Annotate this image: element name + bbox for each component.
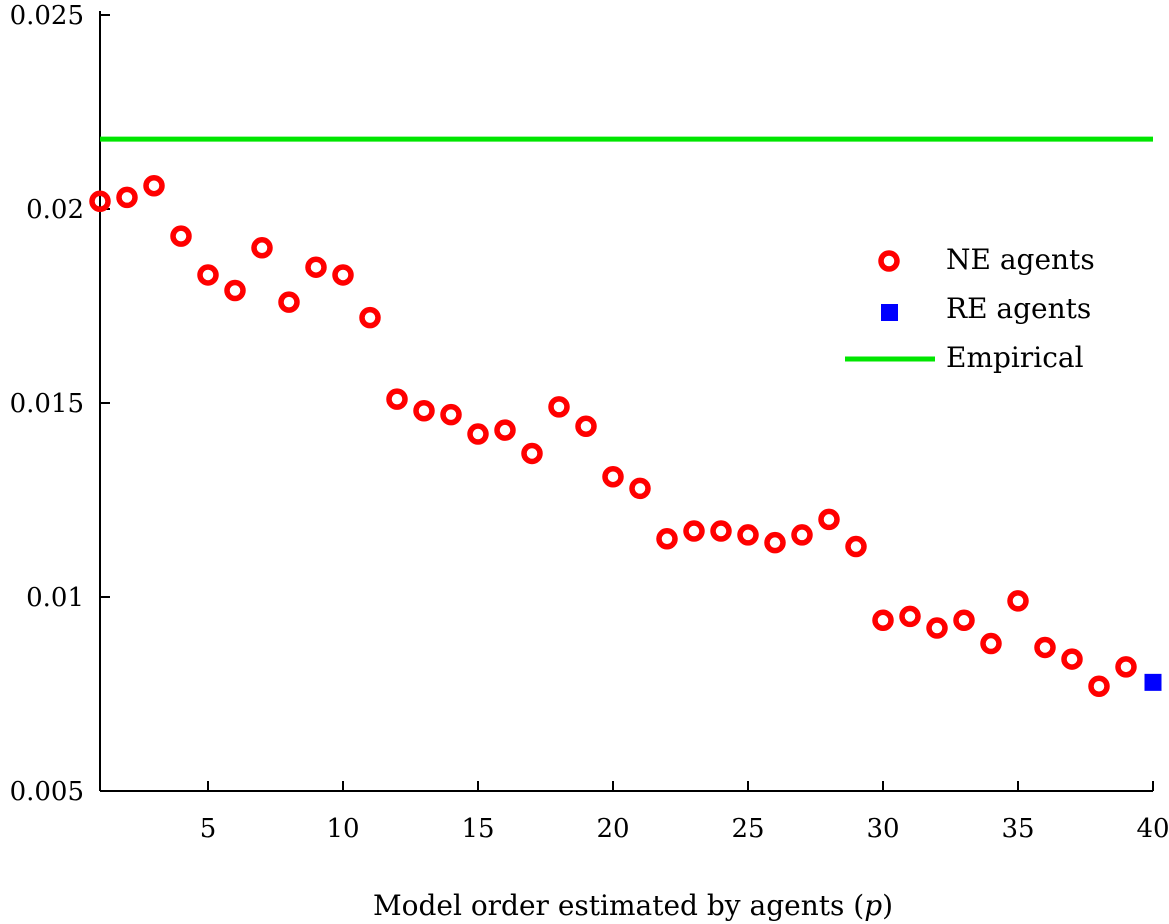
ne-agents-point — [278, 291, 300, 313]
ne-agents-point — [467, 423, 489, 445]
x-axis-title-suffix: ) — [882, 889, 893, 922]
ne-agents-point — [359, 306, 381, 329]
ne-agents-point — [143, 174, 165, 197]
ne-agents-point — [440, 403, 462, 426]
ne-agents-series — [89, 174, 1137, 697]
ne-agents-point — [1115, 656, 1137, 678]
ne-agents-point — [170, 225, 192, 247]
ne-agents-point — [926, 617, 948, 639]
ne-agents-point — [764, 531, 786, 554]
x-axis-title-text: Model order estimated by agents ( — [373, 889, 864, 922]
ne-agents-point — [980, 632, 1002, 655]
ne-agents-point — [305, 256, 327, 278]
legend-re-label: RE agents — [946, 292, 1091, 325]
x-tick-label: 30 — [866, 814, 899, 844]
legend: NE agents RE agents Empirical — [845, 243, 1095, 374]
x-axis-title: Model order estimated by agents (p) — [373, 889, 893, 922]
re-agents-series — [1144, 673, 1162, 691]
x-tick-label: 25 — [731, 814, 764, 844]
legend-empirical-label: Empirical — [946, 341, 1084, 374]
legend-ne-marker — [878, 250, 900, 272]
y-tick-label: 0.005 — [10, 777, 84, 807]
ne-agents-point — [656, 528, 678, 550]
ne-agents-point — [737, 524, 759, 546]
ne-agents-point — [251, 237, 273, 259]
axis-ticks: 0.005 0.01 0.015 0.02 0.025 5 10 15 20 25 30 35 40 — [10, 1, 1169, 844]
ne-agents-point — [197, 264, 219, 286]
x-tick-label: 10 — [326, 814, 359, 844]
ne-agents-point — [1007, 590, 1029, 612]
ne-agents-point — [89, 190, 111, 212]
ne-agents-point — [116, 186, 138, 209]
ne-agents-point — [899, 605, 921, 628]
ne-agents-point — [953, 609, 975, 632]
y-tick-label: 0.02 — [26, 195, 84, 225]
legend-ne-label: NE agents — [946, 243, 1095, 276]
y-tick-label: 0.01 — [26, 583, 84, 613]
ne-agents-point — [845, 535, 867, 558]
ne-agents-point — [818, 508, 840, 531]
re-agents-point — [1144, 673, 1162, 691]
ne-agents-point — [602, 465, 624, 488]
y-tick-label: 0.025 — [10, 1, 84, 31]
ne-agents-point — [575, 415, 597, 438]
x-tick-label: 40 — [1136, 814, 1169, 844]
ne-agents-point — [332, 264, 354, 286]
y-tick-label: 0.015 — [10, 389, 84, 419]
ne-agents-point — [710, 520, 732, 542]
legend-re-marker — [881, 304, 898, 321]
ne-agents-point — [629, 477, 651, 500]
ne-agents-point — [683, 520, 705, 542]
ne-agents-point — [386, 388, 408, 410]
ne-agents-point — [1034, 636, 1056, 659]
ne-agents-point — [1061, 648, 1083, 670]
x-tick-label: 35 — [1001, 814, 1034, 844]
ne-agents-point — [872, 609, 894, 632]
x-tick-label: 20 — [596, 814, 629, 844]
ne-agents-point — [224, 279, 246, 302]
ne-agents-point — [413, 400, 435, 422]
ne-agents-point — [521, 442, 543, 465]
ne-agents-point — [1088, 675, 1110, 697]
x-tick-label: 5 — [200, 814, 217, 844]
axes — [99, 11, 1153, 792]
ne-agents-point — [791, 524, 813, 546]
ne-agents-point — [494, 419, 516, 441]
x-axis-title-var: p — [864, 889, 882, 922]
x-tick-label: 15 — [461, 814, 494, 844]
ne-agents-point — [548, 396, 570, 418]
